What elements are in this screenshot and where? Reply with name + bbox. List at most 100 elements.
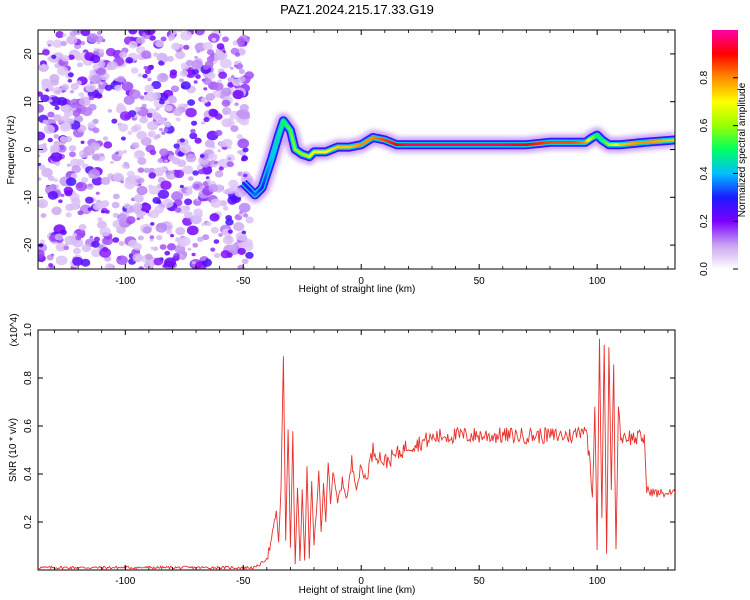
noise-speckle bbox=[122, 150, 128, 154]
noise-speckle bbox=[185, 107, 197, 118]
noise-speckle bbox=[40, 94, 50, 103]
noise-speckle bbox=[189, 132, 198, 140]
noise-speckle bbox=[172, 107, 183, 117]
snr-x-ticks: -100 -50 0 50 100 bbox=[54, 330, 669, 587]
noise-speckle bbox=[227, 229, 233, 234]
spectrogram-x-label: Height of straight line (km) bbox=[299, 284, 416, 295]
noise-speckle bbox=[208, 184, 219, 193]
noise-speckle bbox=[163, 121, 172, 128]
noise-speckle bbox=[196, 50, 201, 54]
noise-speckle bbox=[72, 232, 78, 237]
noise-speckle bbox=[222, 206, 229, 211]
snr-y-label: SNR (10 * v/v) bbox=[8, 418, 19, 482]
noise-speckle bbox=[194, 30, 205, 36]
noise-speckle bbox=[112, 172, 124, 182]
noise-speckle bbox=[161, 55, 169, 63]
noise-speckle bbox=[150, 246, 155, 250]
noise-speckle bbox=[60, 115, 70, 123]
noise-speckle bbox=[226, 187, 235, 195]
noise-speckle bbox=[65, 177, 77, 187]
noise-speckle bbox=[190, 128, 196, 134]
noise-speckle bbox=[40, 213, 47, 218]
colorbar-tick-label: 0.4 bbox=[699, 166, 710, 180]
noise-speckle bbox=[230, 75, 235, 79]
noise-speckle bbox=[72, 30, 83, 36]
noise-speckle bbox=[179, 236, 191, 247]
noise-speckle bbox=[95, 191, 100, 195]
y-tick-label: -20 bbox=[23, 237, 34, 252]
noise-speckle bbox=[206, 49, 215, 56]
noise-speckle bbox=[38, 103, 45, 113]
noise-speckle bbox=[188, 176, 194, 181]
noise-speckle bbox=[238, 109, 250, 120]
noise-speckle bbox=[218, 71, 228, 79]
noise-speckle bbox=[159, 166, 166, 172]
noise-speckle bbox=[57, 119, 63, 124]
noise-speckle bbox=[180, 81, 191, 90]
noise-speckle bbox=[236, 134, 243, 140]
signal-ridge bbox=[235, 112, 675, 203]
noise-speckle bbox=[118, 123, 129, 132]
noise-speckle bbox=[81, 244, 91, 252]
colorbar-tick-label: 0.6 bbox=[699, 118, 710, 132]
noise-speckle bbox=[187, 99, 196, 106]
x-tick-label: 50 bbox=[474, 276, 486, 287]
noise-speckle bbox=[166, 55, 174, 62]
noise-speckle bbox=[239, 117, 250, 126]
noise-speckle bbox=[202, 234, 210, 241]
noise-speckle bbox=[49, 74, 60, 83]
noise-speckle bbox=[232, 78, 242, 87]
noise-speckle bbox=[238, 68, 245, 74]
noise-speckle bbox=[144, 84, 154, 93]
noise-speckle bbox=[192, 170, 199, 176]
noise-speckle bbox=[187, 247, 192, 251]
noise-speckle bbox=[75, 235, 82, 241]
noise-speckle bbox=[210, 226, 219, 234]
noise-speckle bbox=[242, 147, 249, 153]
noise-speckle bbox=[166, 225, 173, 230]
noise-speckle bbox=[133, 194, 144, 203]
colorbar-label: Normalized spectral amplitude bbox=[737, 82, 748, 217]
noise-speckle bbox=[40, 239, 46, 244]
noise-speckle bbox=[149, 149, 157, 156]
noise-speckle bbox=[208, 153, 218, 161]
noise-speckle bbox=[99, 226, 111, 237]
noise-speckle bbox=[54, 233, 64, 241]
noise-speckle bbox=[179, 184, 184, 189]
noise-speckle bbox=[50, 152, 63, 162]
noise-speckle bbox=[183, 44, 190, 50]
noise-speckle bbox=[183, 211, 193, 219]
noise-speckle bbox=[92, 202, 103, 211]
noise-speckle bbox=[222, 107, 232, 115]
noise-speckle bbox=[179, 78, 184, 83]
y-tick-label: 0.2 bbox=[23, 515, 34, 529]
noise-speckle bbox=[48, 262, 54, 268]
noise-speckle bbox=[229, 66, 234, 70]
noise-speckle bbox=[139, 116, 149, 124]
noise-speckle bbox=[116, 103, 125, 110]
noise-speckle bbox=[244, 71, 255, 80]
noise-speckle bbox=[41, 63, 47, 68]
noise-speckle bbox=[104, 209, 110, 214]
noise-speckle bbox=[42, 143, 47, 147]
noise-speckle bbox=[204, 139, 215, 148]
colorbar: 0.0 0.2 0.4 0.6 0.8 Normalized spectral ampl… bbox=[699, 30, 748, 276]
spectrogram-y-label: Frequency (Hz) bbox=[6, 116, 17, 185]
noise-speckle bbox=[54, 105, 60, 111]
noise-speckle bbox=[213, 51, 226, 61]
noise-speckle bbox=[93, 236, 101, 242]
noise-speckle bbox=[185, 153, 197, 163]
noise-speckle bbox=[137, 157, 147, 165]
noise-speckle bbox=[45, 78, 49, 82]
noise-speckle bbox=[173, 44, 180, 49]
noise-speckle bbox=[68, 145, 77, 152]
noise-speckle bbox=[38, 91, 43, 97]
noise-speckle bbox=[84, 52, 95, 61]
noise-speckle bbox=[147, 212, 152, 217]
noise-speckle bbox=[158, 127, 164, 132]
noise-speckle bbox=[47, 137, 53, 143]
noise-speckle bbox=[112, 237, 120, 243]
noise-speckle bbox=[205, 176, 210, 180]
noise-speckle bbox=[38, 201, 42, 206]
